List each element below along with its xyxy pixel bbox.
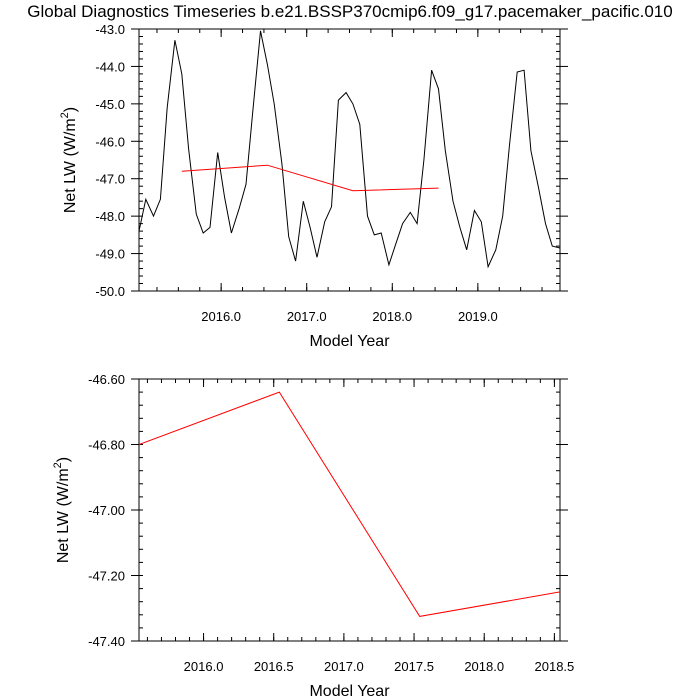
series-line-1 xyxy=(139,30,560,269)
x-axis-label: Model Year xyxy=(309,333,390,350)
chart-panel-2: 2016.0 2016.5 2017.0 2017.5 2018.0 2018.5 -47.… xyxy=(52,372,574,700)
y-tick-label: -47.00 xyxy=(88,503,125,518)
x-tick-label: 2017.0 xyxy=(287,309,327,324)
page-title: Global Diagnostics Timeseries b.e21.BSSP… xyxy=(27,2,673,21)
page-title-wrap: Global Diagnostics Timeseries b.e21.BSSP… xyxy=(0,2,700,22)
y-tick-label: -46.80 xyxy=(88,438,125,453)
x-tick-label: 2017.5 xyxy=(394,659,434,674)
y-axis-label: Net LW (W/m2) xyxy=(59,107,79,213)
plot-frame xyxy=(138,378,561,642)
y-tick-label: -43.0 xyxy=(95,22,125,37)
x-tick-label: 2017.0 xyxy=(324,659,364,674)
chart-panel-1: 2016.0 2017.0 2018.0 2019.0 -50.0 -49.0 -48.0 -… xyxy=(59,22,568,350)
y-tick-label: -47.20 xyxy=(88,569,125,584)
x-tick-label: 2018.0 xyxy=(372,309,412,324)
y-axis-label-close: ) xyxy=(62,107,79,112)
y-tick-label: -50.0 xyxy=(95,284,125,299)
y-axis-label-main: Net LW (W/m xyxy=(62,118,79,213)
series-line-1 xyxy=(139,391,560,617)
y-tick-label: -46.60 xyxy=(88,372,125,387)
x-tick-label: 2016.5 xyxy=(254,659,294,674)
y-tick-label: -44.0 xyxy=(95,59,125,74)
series-group xyxy=(139,391,560,617)
y-axis-label-close: ) xyxy=(55,457,72,462)
series-group xyxy=(139,30,560,269)
series-line-2 xyxy=(181,164,439,192)
y-axis-label-sup: 2 xyxy=(59,112,71,118)
y-axis-label-sup: 2 xyxy=(52,462,64,468)
y-axis-label-main: Net LW (W/m xyxy=(55,468,72,563)
plot-frame xyxy=(138,28,561,292)
x-axis-label: Model Year xyxy=(309,683,390,700)
y-tick-label: -49.0 xyxy=(95,247,125,262)
y-tick-label: -46.0 xyxy=(95,134,125,149)
x-tick-label: 2019.0 xyxy=(458,309,498,324)
x-tick-label: 2018.5 xyxy=(535,659,575,674)
y-tick-label: -45.0 xyxy=(95,97,125,112)
y-tick-label: -48.0 xyxy=(95,209,125,224)
x-tick-label: 2016.0 xyxy=(201,309,241,324)
y-tick-label: -47.40 xyxy=(88,634,125,649)
y-tick-label: -47.0 xyxy=(95,172,125,187)
x-tick-label: 2018.0 xyxy=(464,659,504,674)
x-tick-label: 2016.0 xyxy=(184,659,224,674)
y-axis-label: Net LW (W/m2) xyxy=(52,457,72,563)
